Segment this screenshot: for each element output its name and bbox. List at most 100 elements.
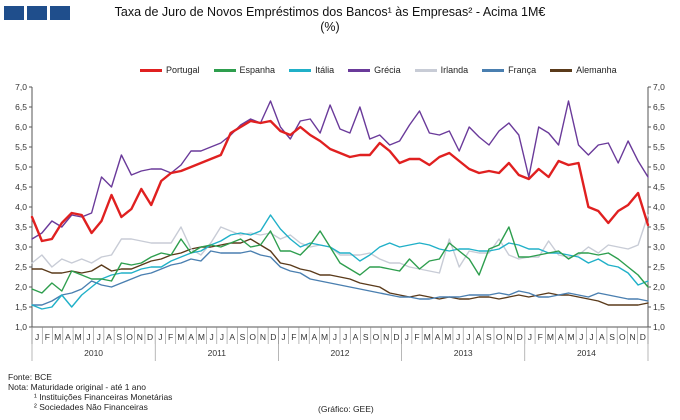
source-note: Fonte: BCE (8, 372, 52, 382)
y-tick-label-right: 2,5 (653, 262, 665, 272)
year-tick-label: 2013 (454, 348, 473, 358)
month-tick-label: N (630, 332, 636, 342)
y-tick-label-left: 2,0 (15, 282, 27, 292)
month-tick-label: M (301, 332, 308, 342)
chart-title-line2: (%) (320, 20, 340, 34)
logo-block (4, 6, 24, 20)
y-tick-label-right: 2,0 (653, 282, 665, 292)
month-tick-label: M (444, 332, 451, 342)
month-tick-label: N (506, 332, 512, 342)
month-tick-label: O (373, 332, 380, 342)
y-tick-label-left: 5,0 (15, 162, 27, 172)
month-tick-label: J (333, 332, 337, 342)
chart-title: Taxa de Juro de Novos Empréstimos dos Ba… (70, 5, 590, 35)
month-tick-label: F (45, 332, 50, 342)
month-tick-label: N (260, 332, 266, 342)
month-tick-label: A (106, 332, 112, 342)
month-tick-label: N (137, 332, 143, 342)
month-tick-label: S (240, 332, 246, 342)
y-tick-label-left: 6,0 (15, 122, 27, 132)
y-tick-label-left: 6,5 (15, 102, 27, 112)
month-tick-label: F (414, 332, 419, 342)
month-tick-label: M (567, 332, 574, 342)
footnote-2: ² Sociedades Não Financeiras (34, 402, 148, 412)
legend-item: Grécia (348, 65, 401, 75)
y-tick-label-left: 4,0 (15, 202, 27, 212)
month-tick-label: J (97, 332, 101, 342)
legend-label: Portugal (166, 65, 200, 75)
logo-block (50, 6, 70, 20)
legend-swatch (348, 68, 371, 72)
y-tick-label-right: 4,5 (653, 182, 665, 192)
series-line-espanha (31, 226, 649, 294)
legend-item: Itália (289, 65, 334, 75)
month-tick-label: A (353, 332, 359, 342)
month-tick-label: N (383, 332, 389, 342)
month-tick-label: A (558, 332, 564, 342)
y-tick-label-right: 1,5 (653, 302, 665, 312)
chart-notes: Fonte: BCE Nota: Maturidade original - a… (8, 372, 172, 412)
legend-swatch (289, 68, 312, 72)
month-tick-label: M (424, 332, 431, 342)
y-tick-label-right: 7,0 (653, 82, 665, 92)
y-tick-label-left: 3,0 (15, 242, 27, 252)
month-tick-label: O (249, 332, 256, 342)
legend-item: Espanha (213, 65, 275, 75)
month-tick-label: D (147, 332, 153, 342)
chart-credit: (Gráfico: GEE) (318, 404, 374, 414)
legend-label: França (508, 65, 537, 75)
y-tick-label-left: 5,5 (15, 142, 27, 152)
month-tick-label: O (496, 332, 503, 342)
legend-swatch (482, 68, 505, 72)
y-tick-label-left: 1,5 (15, 302, 27, 312)
y-tick-label-right: 5,0 (653, 162, 665, 172)
month-tick-label: M (321, 332, 328, 342)
y-tick-label-right: 5,5 (653, 142, 665, 152)
month-tick-label: D (270, 332, 276, 342)
month-tick-label: J (220, 332, 224, 342)
logo-block (27, 6, 47, 20)
legend-swatch (213, 68, 236, 72)
month-tick-label: D (640, 332, 646, 342)
series-line-itália (31, 214, 649, 310)
month-tick-label: O (126, 332, 133, 342)
month-tick-label: O (619, 332, 626, 342)
month-tick-label: S (486, 332, 492, 342)
legend-item: Portugal (140, 65, 200, 75)
y-tick-label-right: 4,0 (653, 202, 665, 212)
series-line-portugal (30, 119, 650, 243)
month-tick-label: J (210, 332, 214, 342)
legend-label: Irlanda (440, 65, 469, 75)
chart-legend: Portugal Espanha Itália Grécia Irlanda França… (140, 63, 617, 77)
month-tick-label: A (65, 332, 71, 342)
month-tick-label: J (466, 332, 470, 342)
legend-swatch (414, 68, 437, 72)
month-tick-label: J (158, 332, 162, 342)
y-tick-label-right: 3,5 (653, 222, 665, 232)
month-tick-label: M (177, 332, 184, 342)
month-tick-label: J (589, 332, 593, 342)
y-tick-label-right: 3,0 (653, 242, 665, 252)
month-tick-label: M (54, 332, 61, 342)
legend-label: Grécia (374, 65, 401, 75)
year-tick-label: 2010 (84, 348, 103, 358)
legend-label: Itália (315, 65, 335, 75)
legend-item: Irlanda (414, 65, 469, 75)
series-line-grécia (31, 100, 649, 240)
series-line-irlanda (31, 214, 649, 274)
month-tick-label: A (435, 332, 441, 342)
month-tick-label: D (517, 332, 523, 342)
month-tick-label: J (405, 332, 409, 342)
month-tick-label: J (86, 332, 90, 342)
y-tick-label-right: 1,0 (653, 322, 665, 332)
month-tick-label: A (476, 332, 482, 342)
month-tick-label: A (311, 332, 317, 342)
month-tick-label: J (528, 332, 532, 342)
maturity-note: Nota: Maturidade original - até 1 ano (8, 382, 146, 392)
month-tick-label: S (116, 332, 122, 342)
y-tick-label-right: 6,5 (653, 102, 665, 112)
series-line-frança (31, 250, 649, 306)
y-tick-label-left: 3,5 (15, 222, 27, 232)
month-tick-label: J (281, 332, 285, 342)
